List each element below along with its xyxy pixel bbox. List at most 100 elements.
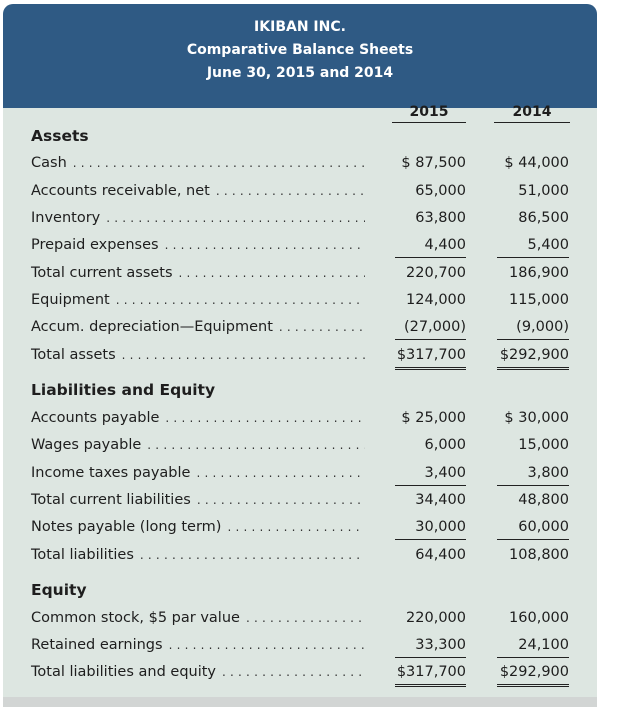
value-2014: 15,000: [518, 437, 569, 453]
dot-leader: ........................................…: [115, 293, 365, 307]
section-heading: Equity: [31, 578, 591, 602]
line-item-row: Total liabilities and equity............…: [31, 660, 591, 687]
line-item-row: Common stock, $5 par value..............…: [31, 606, 591, 630]
value-2015: 65,000: [415, 183, 466, 199]
line-item-row: Wages payable...........................…: [31, 433, 591, 457]
value-2014: 186,900: [509, 265, 569, 281]
line-item-row: Cash....................................…: [31, 151, 591, 175]
value-2015: $317,700: [395, 343, 466, 370]
value-2014: $292,900: [497, 343, 569, 370]
dot-leader: ........................................…: [196, 493, 365, 507]
value-2015: 34,400: [415, 492, 466, 508]
value-2015: 33,300: [395, 633, 466, 658]
value-2014: (9,000): [497, 315, 569, 340]
value-2014: 24,100: [497, 633, 569, 658]
section-heading-label: Liabilities and Equity: [31, 381, 216, 399]
value-2015: 64,400: [415, 547, 466, 563]
dot-leader: ........................................…: [196, 466, 365, 480]
line-item-label-area: Total liabilities and equity............…: [31, 660, 365, 684]
line-item-label-area: Cash....................................…: [31, 151, 365, 175]
line-item-row: Retained earnings.......................…: [31, 633, 591, 658]
value-2015: $317,700: [395, 660, 466, 687]
line-item-row: Inventory...............................…: [31, 206, 591, 230]
value-2014: $292,900: [497, 660, 569, 687]
value-2014: 60,000: [497, 515, 569, 540]
line-item-label: Total assets: [31, 347, 116, 363]
line-item-label: Equipment: [31, 292, 110, 308]
line-item-label: Cash: [31, 155, 67, 171]
line-item-row: Accum. depreciation—Equipment...........…: [31, 315, 591, 340]
line-item-label-area: Total liabilities.......................…: [31, 543, 365, 567]
dot-leader: ........................................…: [227, 520, 365, 534]
column-header-2015: 2015: [392, 102, 466, 123]
line-item-label: Accum. depreciation—Equipment: [31, 319, 273, 335]
dot-leader: ........................................…: [139, 548, 365, 562]
value-2014: 115,000: [509, 292, 569, 308]
value-2014: 48,800: [518, 492, 569, 508]
value-2014: 51,000: [518, 183, 569, 199]
balance-sheet-card: IKIBAN INC. Comparative Balance Sheets J…: [3, 4, 597, 697]
value-2014: 3,800: [497, 461, 569, 486]
value-2014: 108,800: [509, 547, 569, 563]
value-2015: $ 87,500: [401, 155, 466, 171]
line-item-row: Income taxes payable....................…: [31, 461, 591, 486]
value-2015: 220,000: [406, 610, 466, 626]
line-item-label-area: Notes payable (long term)...............…: [31, 515, 365, 539]
value-2015: (27,000): [395, 315, 466, 340]
value-2015: 3,400: [395, 461, 466, 486]
dot-leader: ........................................…: [278, 320, 365, 334]
dot-leader: ........................................…: [245, 611, 365, 625]
dot-leader: ........................................…: [147, 438, 365, 452]
column-header-2014: 2014: [494, 102, 570, 123]
line-item-label-area: Total current liabilities...............…: [31, 488, 365, 512]
line-item-label: Common stock, $5 par value: [31, 610, 240, 626]
line-item-row: Notes payable (long term)...............…: [31, 515, 591, 540]
value-2015: 220,700: [406, 265, 466, 281]
line-item-label: Accounts receivable, net: [31, 183, 210, 199]
line-item-label-area: Total current assets....................…: [31, 261, 365, 285]
line-item-label-area: Wages payable...........................…: [31, 433, 365, 457]
line-item-label-area: Equipment...............................…: [31, 288, 365, 312]
line-item-label: Income taxes payable: [31, 465, 191, 481]
line-item-label: Total liabilities: [31, 547, 134, 563]
value-2014: $ 30,000: [504, 410, 569, 426]
dot-leader: ........................................…: [121, 348, 365, 362]
line-item-label-area: Total assets............................…: [31, 343, 365, 367]
line-item-row: Accounts receivable, net................…: [31, 179, 591, 203]
section-heading: Assets: [31, 124, 591, 148]
value-2014: 160,000: [509, 610, 569, 626]
value-2015: 4,400: [395, 233, 466, 258]
line-item-label-area: Income taxes payable....................…: [31, 461, 365, 485]
statement-date: June 30, 2015 and 2014: [206, 65, 394, 81]
value-2014: $ 44,000: [504, 155, 569, 171]
dot-leader: ........................................…: [168, 638, 365, 652]
footer-band: [3, 697, 597, 707]
value-2014: 5,400: [497, 233, 569, 258]
line-item-label: Total current assets: [31, 265, 173, 281]
line-item-label: Prepaid expenses: [31, 237, 159, 253]
section-heading-label: Assets: [31, 127, 89, 145]
line-item-row: Equipment...............................…: [31, 288, 591, 312]
line-item-label-area: Prepaid expenses........................…: [31, 233, 365, 257]
dot-leader: ........................................…: [178, 266, 365, 280]
value-2015: 63,800: [415, 210, 466, 226]
line-item-row: Total liabilities.......................…: [31, 543, 591, 567]
dot-leader: ........................................…: [164, 238, 365, 252]
line-item-label-area: Inventory...............................…: [31, 206, 365, 230]
statement-title: Comparative Balance Sheets: [186, 42, 414, 58]
line-item-row: Prepaid expenses........................…: [31, 233, 591, 258]
line-item-row: Total current assets....................…: [31, 261, 591, 285]
line-item-label: Accounts payable: [31, 410, 160, 426]
value-2015: 30,000: [395, 515, 466, 540]
dot-leader: ........................................…: [72, 156, 365, 170]
line-item-label-area: Accum. depreciation—Equipment...........…: [31, 315, 365, 339]
line-item-label-area: Accounts payable........................…: [31, 406, 365, 430]
line-item-label-area: Common stock, $5 par value..............…: [31, 606, 365, 630]
line-item-label-area: Accounts receivable, net................…: [31, 179, 365, 203]
line-item-row: Accounts payable........................…: [31, 406, 591, 430]
value-2014: 86,500: [518, 210, 569, 226]
line-item-row: Total current liabilities...............…: [31, 488, 591, 512]
line-item-label: Retained earnings: [31, 637, 163, 653]
line-item-label: Total liabilities and equity: [31, 664, 217, 680]
line-item-label: Total current liabilities: [31, 492, 191, 508]
